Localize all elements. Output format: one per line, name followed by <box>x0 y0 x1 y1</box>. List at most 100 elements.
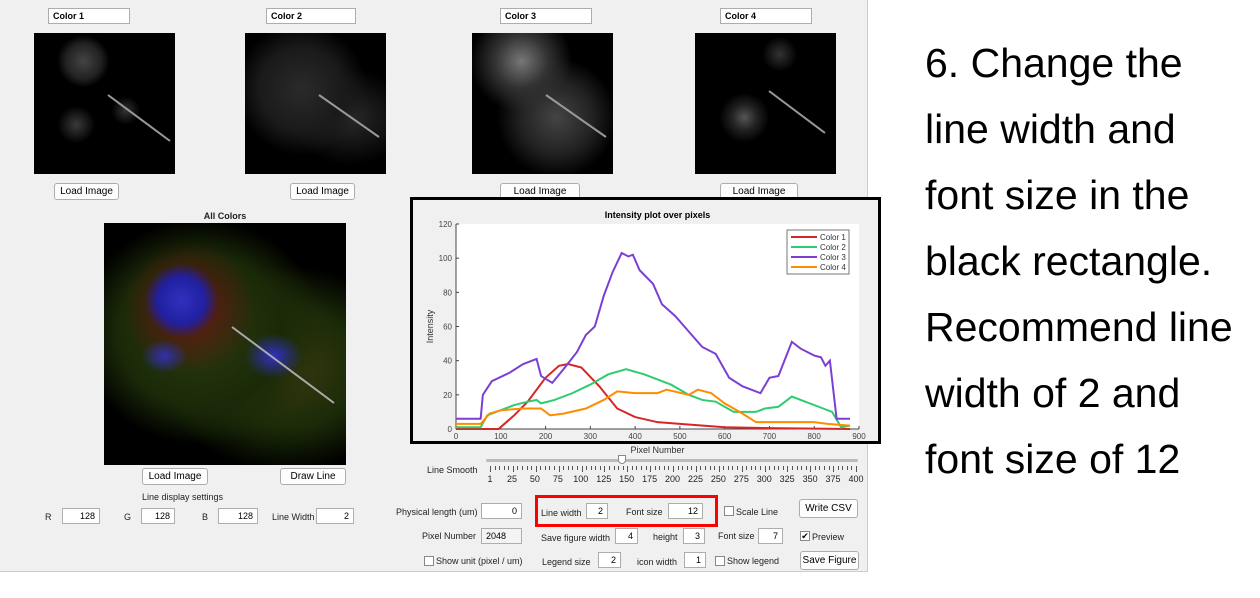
slider-tick <box>503 466 505 470</box>
line-smooth-slider[interactable] <box>486 459 858 462</box>
channel-2-load-button[interactable]: Load Image <box>290 183 355 200</box>
slider-tick <box>805 466 807 470</box>
x-tick-label: 300 <box>584 432 598 441</box>
r-input[interactable]: 128 <box>62 508 100 524</box>
save-figure-button[interactable]: Save Figure <box>800 551 859 570</box>
x-tick-label: 500 <box>673 432 687 441</box>
composite-load-button[interactable]: Load Image <box>142 468 208 485</box>
height-input[interactable]: 3 <box>683 528 705 544</box>
slider-tick <box>732 466 734 470</box>
draw-line-button[interactable]: Draw Line <box>280 468 346 485</box>
slider-tick <box>558 466 560 472</box>
x-tick-label: 600 <box>718 432 732 441</box>
height-label: height <box>653 532 678 542</box>
physical-length-label: Physical length (um) <box>396 507 478 517</box>
channel-1-image[interactable] <box>34 33 175 174</box>
channel-1-name[interactable]: Color 1 <box>48 8 130 24</box>
save-width-label: Save figure width <box>541 533 611 543</box>
slider-tick <box>668 466 670 470</box>
series-line-3 <box>456 251 851 420</box>
b-input[interactable]: 128 <box>218 508 258 524</box>
y-tick-label: 0 <box>448 425 453 434</box>
slider-tick <box>659 466 661 470</box>
slider-thumb[interactable] <box>618 455 627 464</box>
legend-size-label: Legend size <box>542 557 591 567</box>
line-width-label: Line width <box>541 508 582 518</box>
slider-tick-label: 225 <box>687 474 703 484</box>
slider-tick <box>856 466 857 472</box>
slider-tick <box>782 466 784 470</box>
slider-tick <box>604 466 606 472</box>
x-tick-label: 700 <box>763 432 777 441</box>
slider-tick-label: 325 <box>779 474 795 484</box>
slider-tick <box>508 466 510 470</box>
channel-3-image[interactable] <box>472 33 613 174</box>
legend-size-input[interactable]: 2 <box>598 552 621 568</box>
composite-image[interactable] <box>104 223 346 465</box>
scale-line-checkbox[interactable] <box>724 506 734 516</box>
show-legend-checkbox[interactable] <box>715 556 725 566</box>
legend-entry: Color 4 <box>820 263 846 272</box>
slider-tick <box>695 466 697 472</box>
slider-tick-label: 200 <box>665 474 681 484</box>
slider-tick-label: 250 <box>710 474 726 484</box>
slider-tick <box>723 466 725 470</box>
channel-2-name[interactable]: Color 2 <box>266 8 356 24</box>
slider-tick <box>846 466 848 470</box>
slider-tick-label: 100 <box>573 474 589 484</box>
icon-width-input[interactable]: 1 <box>684 552 706 568</box>
g-input[interactable]: 128 <box>141 508 175 524</box>
icon-width-label: icon width <box>637 557 678 567</box>
y-tick-label: 120 <box>439 220 453 229</box>
series-line-2 <box>456 368 851 429</box>
slider-tick <box>673 466 674 472</box>
slider-tick-label: 125 <box>596 474 612 484</box>
font-size2-input[interactable]: 7 <box>758 528 783 544</box>
line-smooth-label: Line Smooth <box>427 465 478 475</box>
slider-tick <box>622 466 624 470</box>
composite-title: All Colors <box>203 211 247 221</box>
slider-tick <box>663 466 665 470</box>
slider-tick <box>540 466 542 470</box>
slider-tick <box>586 466 588 470</box>
line-width-input[interactable]: 2 <box>586 503 608 519</box>
channel-1-load-button[interactable]: Load Image <box>54 183 119 200</box>
slider-tick <box>563 466 565 470</box>
line-display-settings-label: Line display settings <box>142 492 224 502</box>
slider-tick <box>769 466 771 470</box>
x-tick-label: 800 <box>808 432 822 441</box>
y-tick-label: 100 <box>439 254 453 263</box>
channel-2-image[interactable] <box>245 33 386 174</box>
legend-entry: Color 1 <box>820 233 846 242</box>
x-tick-label: 0 <box>454 432 459 441</box>
slider-tick <box>842 466 844 470</box>
slider-tick <box>595 466 597 470</box>
x-tick-label: 200 <box>539 432 553 441</box>
show-unit-checkbox[interactable] <box>424 556 434 566</box>
preview-checkbox[interactable]: ✔ <box>800 531 810 541</box>
slider-tick <box>599 466 601 470</box>
pixel-number-input: 2048 <box>481 528 522 544</box>
font-size-input[interactable]: 12 <box>668 503 703 519</box>
slider-tick <box>650 466 652 472</box>
slider-tick <box>636 466 638 470</box>
slider-tick <box>823 466 825 470</box>
slider-tick <box>810 466 812 472</box>
slider-tick <box>567 466 569 470</box>
slider-tick <box>682 466 684 470</box>
channel-4-name[interactable]: Color 4 <box>720 8 812 24</box>
b-label: B <box>202 512 209 522</box>
physical-length-input[interactable]: 0 <box>481 503 522 519</box>
show-legend-label: Show legend <box>727 556 780 566</box>
y-axis-label: Intensity <box>425 309 435 343</box>
write-csv-button[interactable]: Write CSV <box>799 499 858 518</box>
slider-tick <box>737 466 739 470</box>
slider-tick <box>631 466 633 470</box>
save-width-input[interactable]: 4 <box>615 528 638 544</box>
highlight-box <box>535 495 718 527</box>
slider-tick <box>526 466 528 470</box>
line-width-display-input[interactable]: 2 <box>316 508 354 524</box>
channel-4-image[interactable] <box>695 33 836 174</box>
channel-3-name[interactable]: Color 3 <box>500 8 592 24</box>
